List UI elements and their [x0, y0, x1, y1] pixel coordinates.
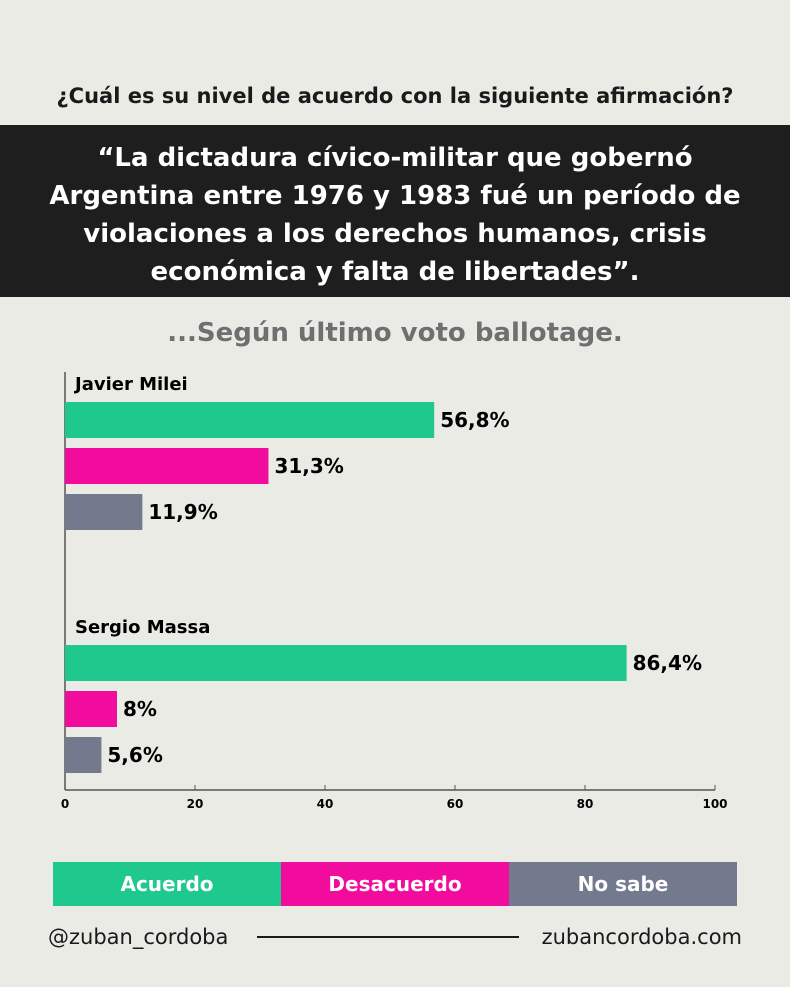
x-tick-label: 80: [577, 797, 594, 811]
statement-box: “La dictadura cívico-militar que gobernó…: [0, 125, 790, 297]
group-label: Javier Milei: [73, 374, 188, 395]
data-label: 31,3%: [274, 454, 343, 478]
bar-no-sabe: [65, 494, 143, 530]
data-label: 86,4%: [633, 651, 702, 675]
data-label: 11,9%: [148, 500, 217, 524]
chart-title: ...Según último voto ballotage.: [167, 318, 623, 348]
x-tick-label: 40: [317, 797, 334, 811]
legend-no-sabe: No sabe: [509, 862, 737, 906]
bar-acuerdo: [65, 645, 627, 681]
x-tick-label: 0: [61, 797, 69, 811]
data-label: 5,6%: [107, 743, 162, 767]
x-tick-label: 100: [702, 797, 727, 811]
legend-acuerdo: Acuerdo: [53, 862, 281, 906]
legend-desacuerdo: Desacuerdo: [281, 862, 509, 906]
data-label: 56,8%: [440, 408, 509, 432]
data-label: 8%: [123, 697, 157, 721]
x-tick-label: 20: [187, 797, 204, 811]
statement: “La dictadura cívico-militar que gobernó…: [49, 143, 741, 287]
x-tick-label: 60: [447, 797, 464, 811]
footer-divider: [257, 936, 519, 938]
group-label: Sergio Massa: [75, 617, 210, 638]
bar-acuerdo: [65, 402, 435, 438]
bar-desacuerdo: [65, 448, 269, 484]
footer-website: zubancordoba.com: [541, 925, 742, 949]
legend: Acuerdo Desacuerdo No sabe: [53, 862, 737, 906]
bar-chart: 0 20 40 60 80 100 Javier Milei 56,8% 31,3% 11,9% S…: [61, 372, 728, 811]
question: ¿Cuál es su nivel de acuerdo con la sigu…: [56, 84, 734, 108]
footer-handle: @zuban_cordoba: [48, 925, 229, 949]
bar-no-sabe: [65, 737, 102, 773]
bar-desacuerdo: [65, 691, 117, 727]
